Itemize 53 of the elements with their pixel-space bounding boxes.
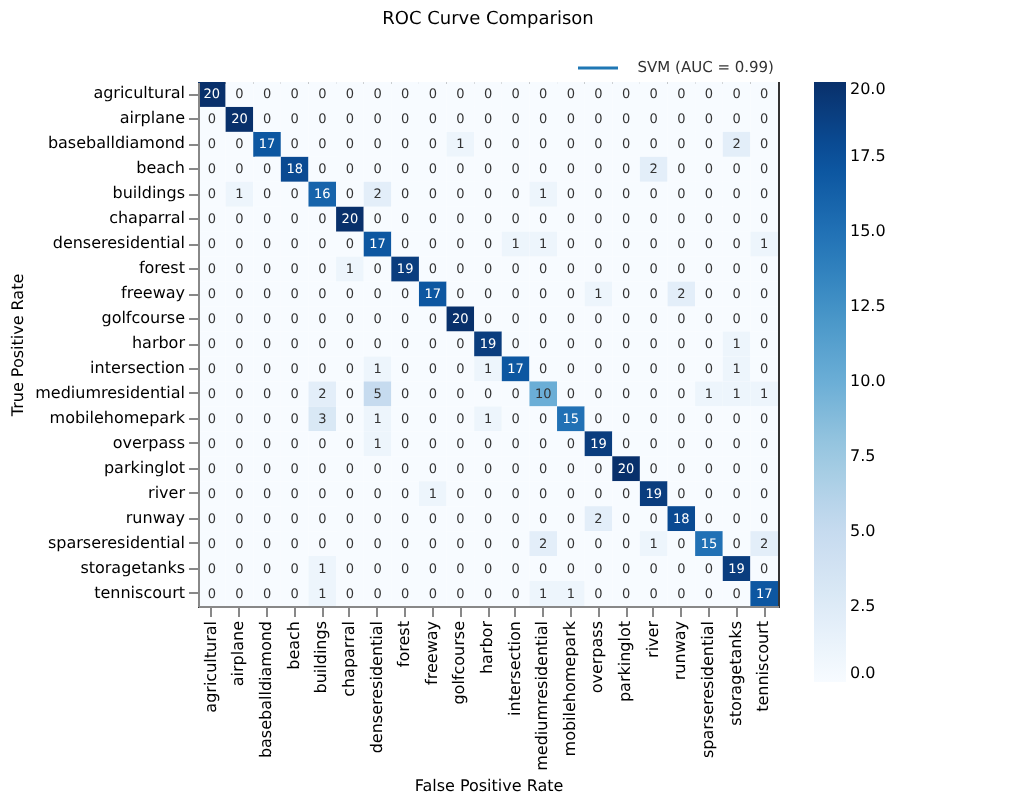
color-bar-label: 12.5 (850, 297, 886, 315)
y-tick-label: denseresidential (52, 234, 185, 253)
color-bar-label: 5.0 (850, 522, 876, 540)
x-tick-label: airplane (229, 620, 248, 687)
x-tick-label: tenniscourt (754, 621, 773, 712)
y-tick-label: freeway (121, 284, 186, 303)
y-tick-label: agricultural (93, 84, 185, 103)
y-axis-title: True Positive Rate (9, 273, 28, 419)
x-tick-label: beach (284, 621, 303, 670)
y-tick-label: buildings (112, 184, 185, 203)
color-bar-label: 7.5 (850, 447, 876, 465)
y-tick-label: storagetanks (80, 558, 185, 577)
y-tick-label: chaparral (109, 209, 185, 228)
x-tick-label: chaparral (339, 621, 358, 697)
y-tick-label: baseballdiamond (47, 134, 185, 153)
x-axis-title: False Positive Rate (414, 776, 564, 795)
color-bar-label: 0.0 (850, 664, 876, 682)
x-tick-label: runway (671, 620, 690, 681)
x-tick-label: freeway (422, 620, 441, 685)
y-tick-label: intersection (90, 358, 185, 377)
x-tick-label: overpass (588, 621, 607, 694)
y-tick-label: sparseresidential (47, 533, 185, 552)
y-tick-label: mobilehomepark (49, 408, 186, 427)
x-tick-label: golfcourse (450, 620, 469, 705)
y-tick-label: overpass (112, 433, 185, 452)
y-tick-label: beach (136, 159, 185, 178)
y-tick-label: runway (125, 508, 186, 527)
color-bar-label: 2.5 (850, 597, 876, 615)
color-bar-label: 15.0 (850, 222, 886, 240)
x-tick-label: parkinglot (616, 621, 635, 703)
chart-title: ROC Curve Comparison (382, 10, 594, 30)
x-tick-label: river (643, 619, 662, 658)
color-bar-label: 20.0 (850, 80, 886, 98)
y-tick-label: mediumresidential (35, 383, 185, 402)
y-tick-label: river (148, 483, 187, 502)
x-tick-label: mobilehomepark (560, 620, 579, 757)
x-tick-label: buildings (312, 621, 331, 694)
y-tick-label: golfcourse (101, 309, 186, 328)
x-tick-label: harbor (478, 619, 496, 675)
x-tick-label: sparseresidential (698, 621, 717, 759)
y-tick-label: forest (138, 259, 185, 278)
x-tick-label: forest (395, 621, 414, 668)
x-tick-label: intersection (505, 621, 524, 716)
x-tick-label: baseballdiamond (257, 621, 276, 759)
color-bar-label: 17.5 (850, 147, 886, 165)
y-tick-label: parkinglot (103, 458, 185, 477)
x-tick-label: mediumresidential (533, 621, 552, 771)
x-tick-label: storagetanks (726, 621, 745, 726)
y-tick-label: harbor (131, 334, 187, 352)
y-tick-label: tenniscourt (94, 583, 185, 602)
y-tick-label: airplane (119, 109, 186, 128)
color-bar-label: 10.0 (850, 372, 886, 390)
x-tick-label: denseresidential (367, 621, 386, 754)
